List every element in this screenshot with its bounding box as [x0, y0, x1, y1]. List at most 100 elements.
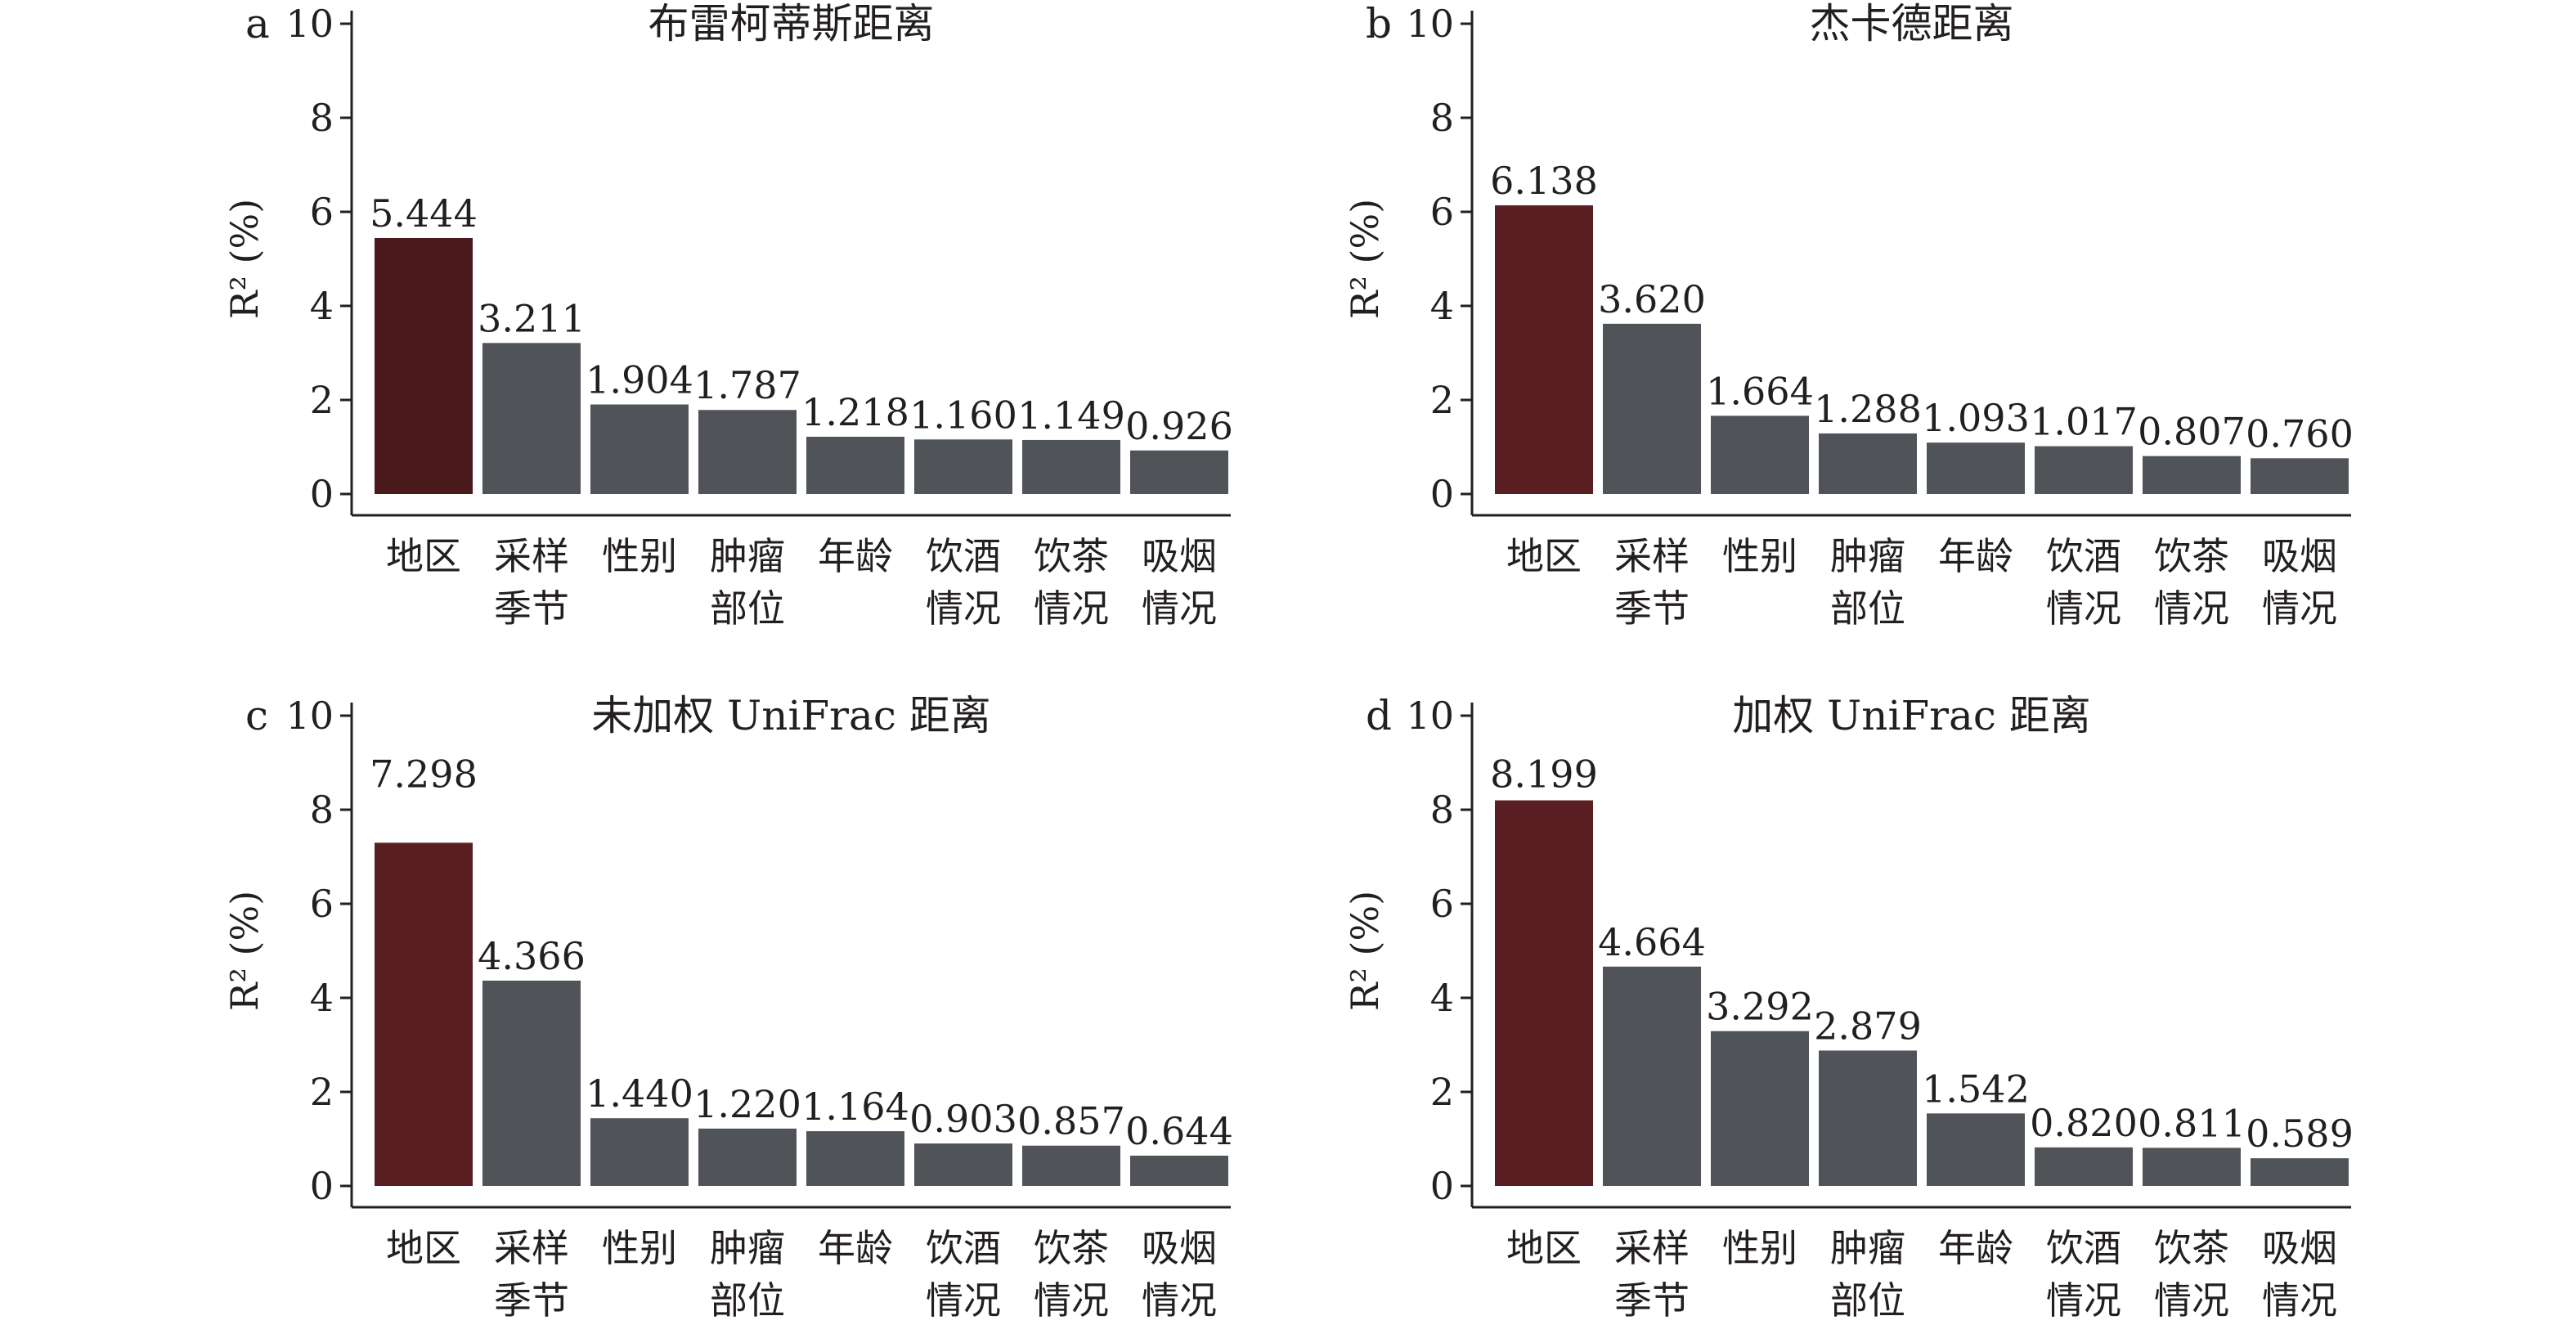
y-tick-label: 4: [310, 976, 334, 1020]
bar: [482, 980, 581, 1186]
y-tick-label: 2: [1430, 1070, 1454, 1114]
x-category-label: 地区: [386, 534, 461, 578]
bar-value-label: 7.298: [370, 752, 478, 796]
bar-value-label: 0.926: [1125, 404, 1233, 448]
x-category-label: 年龄: [1938, 1226, 2013, 1270]
bar-value-label: 2.879: [1814, 1004, 1922, 1048]
chart-title: 布雷柯蒂斯距离: [648, 0, 935, 47]
x-category-label: 吸烟: [2262, 1226, 2337, 1270]
x-category-label: 采样: [494, 534, 569, 578]
x-category-label: 情况: [1034, 586, 1109, 631]
y-tick-label: 0: [310, 472, 334, 516]
bar-value-label: 4.366: [478, 934, 586, 978]
y-tick-label: 6: [310, 190, 334, 234]
bar-value-label: 1.149: [1017, 393, 1125, 438]
bar: [590, 1118, 689, 1186]
x-category-label: 情况: [1142, 1278, 1217, 1323]
bar: [375, 237, 473, 494]
bar-value-label: 0.644: [1125, 1109, 1233, 1153]
x-category-label: 饮酒: [2046, 534, 2121, 578]
bar: [1711, 1031, 1809, 1186]
y-tick-label: 6: [1430, 882, 1454, 926]
x-category-label: 情况: [2046, 1278, 2121, 1323]
bar: [2035, 1147, 2133, 1186]
x-category-label: 吸烟: [1142, 1226, 1217, 1270]
panel-letter: c: [245, 692, 268, 739]
y-tick-label: 0: [1430, 1164, 1454, 1208]
bar: [1603, 323, 1701, 494]
x-category-label: 部位: [1830, 1278, 1905, 1323]
y-tick-label: 8: [1430, 788, 1454, 832]
bar: [698, 1128, 797, 1186]
bar-value-label: 4.664: [1598, 920, 1706, 964]
y-tick-label: 4: [1430, 284, 1454, 328]
bar: [1022, 1145, 1120, 1186]
y-tick-label: 10: [1406, 694, 1454, 738]
bar-value-label: 1.160: [909, 393, 1017, 437]
x-category-label: 采样: [494, 1226, 569, 1270]
y-tick-label: 10: [285, 2, 334, 46]
bar: [2143, 1148, 2241, 1186]
x-category-label: 季节: [494, 586, 569, 631]
bar-value-label: 3.211: [478, 296, 586, 340]
chart-panel-c: c 未加权 UniFrac 距离 0 2 4 6 8 10 R² (%) 7.298 地区 4.366…: [222, 692, 1233, 1323]
bar-value-label: 8.199: [1490, 752, 1598, 797]
x-category-label: 性别: [1722, 534, 1797, 578]
bar: [1022, 439, 1120, 494]
bar: [914, 1143, 1012, 1186]
bar: [1711, 415, 1809, 494]
bar-value-label: 6.138: [1490, 159, 1598, 203]
x-category-label: 情况: [2154, 1278, 2229, 1323]
bar-value-label: 0.760: [2246, 411, 2354, 456]
bar-value-label: 3.620: [1598, 277, 1706, 321]
bar-value-label: 1.017: [2030, 400, 2138, 444]
y-tick-label: 8: [310, 96, 334, 140]
x-category-label: 饮茶: [1034, 534, 1109, 578]
x-category-label: 季节: [1614, 1278, 1690, 1323]
bar-value-label: 0.903: [909, 1097, 1017, 1141]
y-tick-label: 6: [310, 882, 334, 926]
panel-letter: a: [245, 0, 270, 47]
y-tick-label: 4: [1430, 976, 1454, 1020]
y-tick-label: 2: [310, 1070, 334, 1114]
bar: [2251, 1158, 2349, 1186]
chart-title: 加权 UniFrac 距离: [1732, 692, 2091, 739]
y-tick-label: 2: [1430, 378, 1454, 422]
y-axis-label: R² (%): [222, 199, 267, 319]
x-category-label: 饮茶: [2154, 1226, 2229, 1270]
x-category-label: 情况: [2262, 586, 2337, 631]
x-category-label: 肿瘤: [1830, 534, 1905, 578]
bar: [1927, 442, 2025, 494]
x-category-label: 性别: [602, 534, 677, 578]
x-category-label: 饮茶: [1034, 1226, 1109, 1270]
x-category-label: 情况: [1142, 586, 1217, 631]
bar: [375, 842, 473, 1186]
x-category-label: 部位: [710, 1278, 785, 1323]
x-category-label: 采样: [1614, 1226, 1690, 1270]
x-category-label: 年龄: [818, 1226, 893, 1270]
y-tick-label: 10: [285, 694, 334, 738]
x-category-label: 肿瘤: [710, 1226, 785, 1270]
bar: [1495, 205, 1593, 494]
x-category-label: 地区: [1506, 1226, 1582, 1270]
bar: [482, 343, 581, 494]
bar-value-label: 1.288: [1814, 387, 1922, 431]
bar: [806, 1131, 904, 1186]
bar: [1819, 1050, 1917, 1186]
bar: [1130, 1155, 1228, 1186]
bar: [806, 436, 904, 494]
bar: [2035, 446, 2133, 494]
x-category-label: 部位: [1830, 586, 1905, 631]
bar: [2251, 458, 2349, 494]
bar-value-label: 1.542: [1922, 1067, 2030, 1111]
bar: [1927, 1113, 2025, 1186]
x-category-label: 情况: [2154, 586, 2229, 631]
y-tick-label: 0: [310, 1164, 334, 1208]
x-category-label: 地区: [1506, 534, 1582, 578]
x-category-label: 年龄: [818, 534, 893, 578]
y-tick-label: 4: [310, 284, 334, 328]
y-tick-label: 8: [310, 788, 334, 832]
bar: [1819, 433, 1917, 494]
